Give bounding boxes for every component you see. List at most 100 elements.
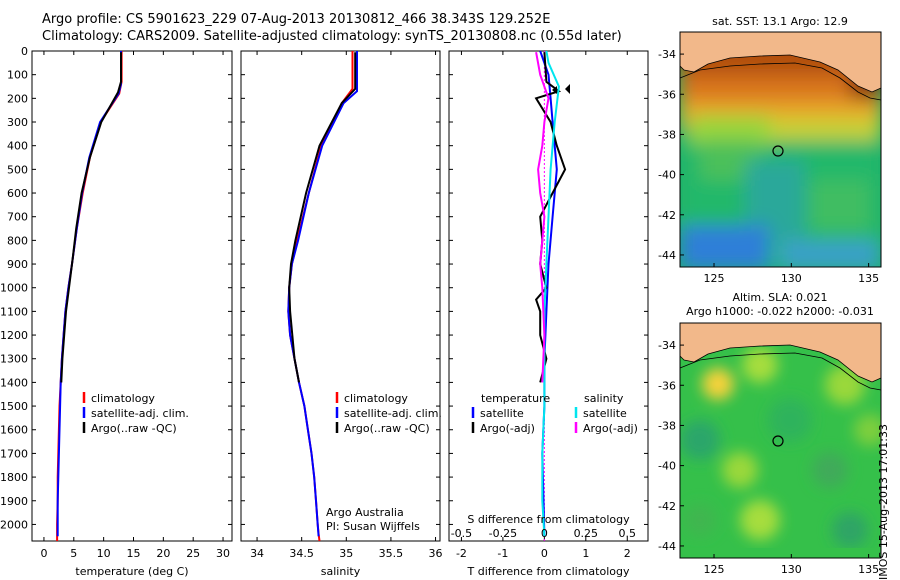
sla-map-subtitle: Argo h1000: -0.022 h2000: -0.031 [686, 305, 874, 318]
x-axis-label: salinity [321, 565, 361, 578]
x-tick-label: 0 [541, 547, 548, 560]
sla-map-x-tick-label: 135 [858, 563, 879, 576]
y-tick-label: 200 [7, 92, 28, 105]
sst-map-y-tick-label: -36 [658, 88, 676, 101]
sst-map-x-tick-label: 125 [704, 272, 725, 285]
salinity-series-argo-raw-qc- [288, 52, 357, 383]
difference-series-salinity-satellite [541, 50, 560, 537]
y-tick-label: 1700 [0, 447, 28, 460]
sla-map-y-tick-label: -40 [658, 460, 676, 473]
x-tick-label: 10 [97, 547, 111, 560]
sla-map-x-tick-label: 125 [704, 563, 725, 576]
sst-map [679, 31, 882, 268]
sst-argo-location-marker [772, 145, 784, 157]
x-tick-label: 30 [216, 547, 230, 560]
legend-heading: salinity [584, 392, 624, 405]
y-tick-label: 2000 [0, 518, 28, 531]
x-tick-label: 34.5 [289, 547, 314, 560]
sla-land-mask [679, 322, 882, 383]
difference-plot-frame [448, 50, 649, 542]
x-tick-label: 25 [186, 547, 200, 560]
x-axis-label: T difference from climatology [467, 565, 630, 578]
x-tick-label: 2 [624, 547, 631, 560]
legend-label: satellite-adj. clim. [91, 407, 189, 420]
legend-label: climatology [344, 392, 408, 405]
legend-label: satellite [583, 407, 627, 420]
difference-series-argo-adj- [534, 52, 567, 383]
legend-label: Argo(..raw -QC) [91, 422, 177, 435]
y-tick-label: 700 [7, 211, 28, 224]
annotation-agency: Argo Australia [326, 506, 404, 519]
y-tick-label: 1500 [0, 400, 28, 413]
salinity-series-satellite-adj-clim- [287, 51, 358, 537]
y-tick-label: 300 [7, 116, 28, 129]
plot-title-line-1: Argo profile: CS 5901623_229 07-Aug-2013… [42, 12, 551, 27]
sst-map-y-tick-label: -34 [658, 48, 676, 61]
x-tick-label: 20 [156, 547, 170, 560]
argo-surface-marker [565, 84, 570, 94]
x-tick-label: -1 [497, 547, 508, 560]
legend-label: Argo(-adj) [583, 422, 638, 435]
argo-surface-marker [552, 86, 557, 94]
y-tick-label: 800 [7, 234, 28, 247]
x-tick-label: 0 [40, 547, 47, 560]
s-difference-tick-label: -0.5 [451, 527, 472, 540]
temperature-plot-frame [31, 50, 233, 542]
x-tick-label: 34 [250, 547, 264, 560]
legend-label: satellite-adj. clim. [344, 407, 442, 420]
sla-argo-location-marker [772, 435, 784, 447]
y-tick-label: 0 [21, 45, 28, 58]
x-tick-label: 35.5 [379, 547, 404, 560]
y-tick-label: 1900 [0, 495, 28, 508]
sla-map-y-tick-label: -34 [658, 339, 676, 352]
sla-map-x-tick-label: 130 [781, 563, 802, 576]
sla-map-y-tick-label: -42 [658, 500, 676, 513]
sst-map-x-tick-label: 135 [858, 272, 879, 285]
annotation-pi: PI: Susan Wijffels [326, 520, 420, 533]
y-tick-label: 900 [7, 258, 28, 271]
s-difference-axis-label: S difference from climatology [467, 513, 630, 526]
legend-heading: temperature [481, 392, 550, 405]
y-tick-label: 100 [7, 69, 28, 82]
sla-map-y-tick-label: -44 [658, 540, 676, 553]
sla-map-y-tick-label: -38 [658, 419, 676, 432]
s-difference-tick-label: -0.25 [489, 527, 517, 540]
difference-panel: -2 -1 0 1 2 T difference from climatology temp… [448, 50, 649, 578]
x-tick-label: 36 [429, 547, 443, 560]
sla-isobath [679, 352, 882, 391]
sst-map-y-tick-label: -38 [658, 128, 676, 141]
salinity-panel: 34 34.5 35 35.5 36 salinity climatology satelli… [240, 50, 443, 578]
temperature-series-argo-raw-qc- [60, 52, 122, 383]
y-tick-label: 1300 [0, 353, 28, 366]
sst-land-mask [679, 31, 882, 93]
y-tick-label: 400 [7, 140, 28, 153]
y-tick-label: 1800 [0, 471, 28, 484]
s-difference-tick-label: 0.5 [619, 527, 637, 540]
y-tick-label: 500 [7, 163, 28, 176]
legend-label: satellite [480, 407, 524, 420]
x-tick-label: 35 [339, 547, 353, 560]
sla-map-y-tick-label: -36 [658, 379, 676, 392]
y-tick-label: 600 [7, 187, 28, 200]
sla-map-title: Altim. SLA: 0.021 [732, 291, 828, 304]
s-difference-tick-label: 0.25 [574, 527, 599, 540]
sla-map [679, 322, 882, 559]
sst-isobath [679, 62, 882, 101]
salinity-plot-frame [240, 50, 441, 542]
y-tick-label: 1100 [0, 305, 28, 318]
x-tick-label: 5 [70, 547, 77, 560]
imos-timestamp: IMOS 15-Aug-2013 17:01:33 [877, 424, 890, 580]
x-tick-label: 15 [126, 547, 140, 560]
sst-map-x-tick-label: 130 [781, 272, 802, 285]
x-tick-label: -2 [456, 547, 467, 560]
sst-map-title: sat. SST: 13.1 Argo: 12.9 [712, 15, 848, 28]
sst-map-y-tick-label: -44 [658, 249, 676, 262]
legend-label: Argo(-adj) [480, 422, 535, 435]
x-tick-label: 1 [582, 547, 589, 560]
y-tick-label: 1200 [0, 329, 28, 342]
sla-map-frame [679, 322, 882, 559]
sst-map-y-tick-label: -40 [658, 169, 676, 182]
plot-title-line-2: Climatology: CARS2009. Satellite-adjuste… [42, 29, 622, 44]
difference-series-salinity-argo-adj- [535, 52, 550, 383]
